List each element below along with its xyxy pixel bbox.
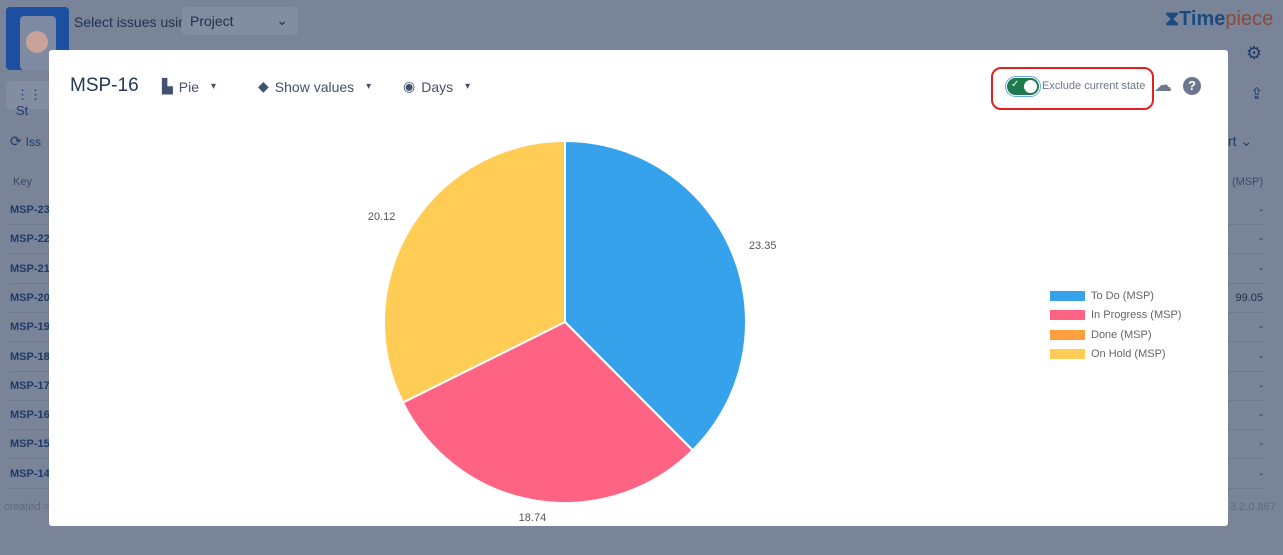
row-value: - bbox=[1259, 350, 1263, 363]
eye-icon: ◉ bbox=[403, 78, 416, 94]
issue-key-link[interactable]: MSP-22 bbox=[10, 233, 50, 246]
timepiece-logo: ⧗Timepiece bbox=[1165, 8, 1274, 30]
chevron-down-icon: ⌄ bbox=[276, 12, 288, 28]
slice-value-label: 18.74 bbox=[518, 512, 547, 525]
pie-chart bbox=[383, 139, 747, 504]
issue-key-link[interactable]: MSP-23 bbox=[10, 204, 50, 216]
issue-key-link[interactable]: MSP-15 bbox=[10, 438, 50, 451]
jql-footer: created > bbox=[4, 501, 51, 513]
chevron-down-icon: ▾ bbox=[211, 81, 217, 92]
bar-chart-icon: ▙ bbox=[162, 78, 173, 94]
row-value: - bbox=[1259, 204, 1263, 216]
pie-slice[interactable] bbox=[564, 139, 747, 452]
chevron-down-icon: ▾ bbox=[465, 81, 471, 92]
slice-value-label: 20.12 bbox=[367, 211, 396, 224]
issue-key-link[interactable]: MSP-21 bbox=[10, 262, 50, 275]
show-values-dropdown[interactable]: ◆ Show values ▾ bbox=[258, 78, 372, 95]
select-issues-dropdown[interactable]: Project ⌄ bbox=[182, 7, 298, 35]
issue-key-link[interactable]: MSP-18 bbox=[10, 350, 50, 363]
row-value: - bbox=[1259, 438, 1263, 451]
cloud-download-icon[interactable]: ☁ bbox=[1154, 75, 1172, 95]
row-value: - bbox=[1259, 379, 1263, 392]
modal-title: MSP-16 bbox=[70, 75, 139, 96]
row-value: - bbox=[1259, 467, 1263, 480]
row-value: - bbox=[1259, 409, 1263, 422]
legend-item[interactable]: On Hold (MSP) bbox=[1050, 345, 1181, 365]
exclude-current-state-label: Exclude current state bbox=[1042, 80, 1146, 92]
issue-key-link[interactable]: MSP-20 bbox=[10, 291, 50, 304]
legend-label: In Progress (MSP) bbox=[1091, 309, 1182, 322]
issue-key-link[interactable]: MSP-17 bbox=[10, 379, 50, 392]
select-value: Project bbox=[190, 13, 234, 29]
select-issues-label: Select issues using bbox=[74, 14, 194, 30]
chart-legend: To Do (MSP) In Progress (MSP) Done (MSP) On… bbox=[1050, 286, 1181, 364]
chart-type-dropdown[interactable]: ▙ Pie ▾ bbox=[162, 78, 217, 95]
tag-icon: ◆ bbox=[258, 78, 269, 94]
version-label: 3.2.0.867 bbox=[1230, 501, 1276, 513]
slice-value-label: 23.35 bbox=[748, 240, 777, 253]
legend-label: On Hold (MSP) bbox=[1091, 348, 1166, 361]
legend-item[interactable]: Done (MSP) bbox=[1050, 325, 1181, 345]
legend-item[interactable]: To Do (MSP) bbox=[1050, 286, 1181, 306]
legend-swatch bbox=[1050, 290, 1085, 301]
help-icon[interactable]: ? bbox=[1183, 77, 1201, 95]
app-logo bbox=[6, 7, 69, 70]
legend-label: To Do (MSP) bbox=[1091, 289, 1154, 302]
gear-icon[interactable]: ⚙ bbox=[1246, 43, 1263, 63]
pie-slice[interactable] bbox=[383, 139, 566, 404]
legend-swatch bbox=[1050, 349, 1085, 360]
apps-button[interactable]: ⋮⋮ St bbox=[6, 81, 56, 118]
row-value: - bbox=[1259, 262, 1263, 275]
row-value: - bbox=[1259, 233, 1263, 246]
issue-key-link[interactable]: MSP-19 bbox=[10, 321, 50, 334]
issue-key-link[interactable]: MSP-16 bbox=[10, 409, 50, 422]
column-header: (MSP) bbox=[1232, 176, 1264, 188]
chevron-down-icon: ▾ bbox=[366, 81, 372, 92]
chart-modal: MSP-16 ▙ Pie ▾ ◆ Show values ▾ ◉ Days ▾ ✓ Excl… bbox=[49, 50, 1228, 526]
legend-label: Done (MSP) bbox=[1091, 328, 1152, 341]
sort-dropdown[interactable]: rt ⌄ bbox=[1228, 133, 1253, 149]
row-value: 99.05 bbox=[1235, 291, 1263, 304]
exclude-current-state-toggle[interactable]: ✓ bbox=[1005, 76, 1041, 97]
legend-item[interactable]: In Progress (MSP) bbox=[1050, 306, 1181, 326]
legend-swatch bbox=[1050, 329, 1085, 340]
legend-swatch bbox=[1050, 310, 1085, 321]
share-icon[interactable]: ⇪ bbox=[1250, 86, 1264, 103]
key-header: Key bbox=[13, 176, 32, 188]
unit-dropdown[interactable]: ◉ Days ▾ bbox=[403, 78, 471, 95]
highlight-annotation bbox=[991, 67, 1154, 110]
refresh-icon[interactable]: ⟳ Iss bbox=[10, 133, 41, 149]
row-value: - bbox=[1259, 321, 1263, 334]
issue-key-link[interactable]: MSP-14 bbox=[10, 467, 50, 480]
